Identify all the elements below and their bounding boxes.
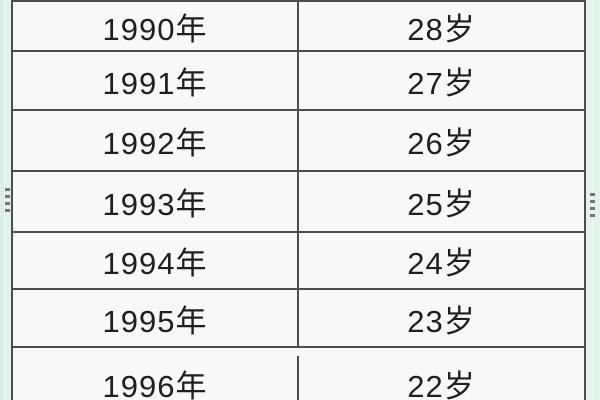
age-cell: 25岁 xyxy=(299,172,584,231)
year-cell: 1991年 xyxy=(13,52,299,109)
year-cell: 1995年 xyxy=(13,290,299,346)
year-cell: 1993年 xyxy=(13,172,299,231)
age-text: 28岁 xyxy=(407,11,476,47)
table-row: 1992年 26岁 xyxy=(13,111,584,172)
age-cell: 27岁 xyxy=(299,52,584,109)
age-cell: 24岁 xyxy=(299,233,584,288)
year-cell: 1992年 xyxy=(13,111,299,170)
year-cell: 1990年 xyxy=(13,2,299,50)
right-margin-strip xyxy=(586,0,600,400)
table-row: 1996年 22岁 xyxy=(13,348,584,400)
table-row: 1995年 23岁 xyxy=(13,290,584,348)
age-text: 27岁 xyxy=(407,66,476,101)
age-cell: 26岁 xyxy=(299,111,584,170)
left-margin-strip xyxy=(0,0,11,400)
year-text: 1991年 xyxy=(102,66,208,101)
year-text: 1990年 xyxy=(102,11,208,47)
age-text: 26岁 xyxy=(407,126,476,161)
table-row: 1993年 25岁 xyxy=(13,172,584,233)
age-text: 23岁 xyxy=(407,303,476,339)
right-scroll-handle-icon[interactable] xyxy=(590,193,595,220)
left-scroll-handle-icon[interactable] xyxy=(5,188,10,215)
year-text: 1993年 xyxy=(102,187,208,222)
table-row: 1994年 24岁 xyxy=(13,233,584,290)
age-text: 25岁 xyxy=(407,187,476,222)
age-text: 22岁 xyxy=(407,368,476,400)
year-text: 1992年 xyxy=(102,126,208,161)
age-cell: 22岁 xyxy=(299,356,584,400)
table-row: 1990年 28岁 xyxy=(13,2,584,52)
age-cell: 23岁 xyxy=(299,290,584,346)
year-text: 1994年 xyxy=(102,246,208,281)
year-cell: 1996年 xyxy=(13,356,299,400)
year-age-table: 1990年 28岁 1991年 27岁 1992年 26岁 1993年 25岁 … xyxy=(11,0,586,400)
year-cell: 1994年 xyxy=(13,233,299,288)
age-cell: 28岁 xyxy=(299,2,584,50)
table-row: 1991年 27岁 xyxy=(13,52,584,111)
year-text: 1996年 xyxy=(102,368,208,400)
age-text: 24岁 xyxy=(407,246,476,281)
year-text: 1995年 xyxy=(102,303,208,339)
